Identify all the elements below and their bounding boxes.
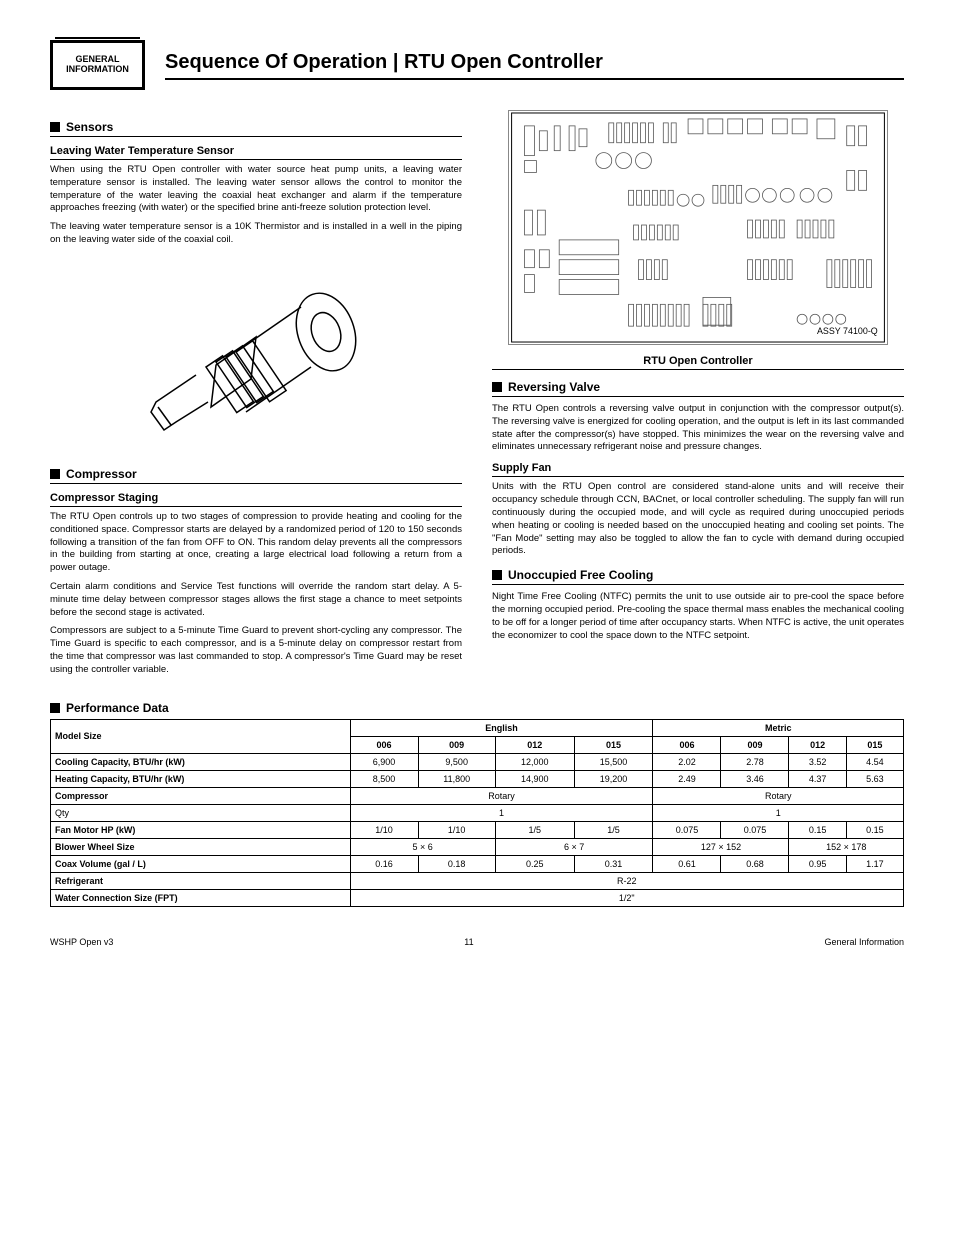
page-header: GENERAL INFORMATION Sequence Of Operatio… [50,40,904,90]
table-row: Fan Motor HP (kW) 1/101/101/51/5 0.0750.… [51,821,904,838]
unocc-free-cooling-heading: Unoccupied Free Cooling [492,568,904,585]
lw-sensor-p1: When using the RTU Open controller with … [50,164,462,215]
left-column: Sensors Leaving Water Temperature Sensor… [50,110,462,683]
performance-table: Model Size English Metric 006 009 012 01… [50,719,904,907]
page-footer: WSHP Open v3 11 General Information [50,937,904,947]
pcb-illustration: ASSY 74100-Q [508,110,888,345]
footer-right: General Information [824,937,904,947]
table-row: Qty 1 1 [51,804,904,821]
lw-sensor-p2: The leaving water temperature sensor is … [50,221,462,247]
compressor-p2: Certain alarm conditions and Service Tes… [50,581,462,619]
general-info-badge: GENERAL INFORMATION [50,40,145,90]
english-units-header: English [350,719,653,736]
right-column: ASSY 74100-Q RTU Open Controller Reversi… [492,110,904,683]
sensors-heading: Sensors [50,120,462,137]
unocc-free-cooling-p1: Night Time Free Cooling (NTFC) permits t… [492,591,904,642]
performance-data-heading: Performance Data [50,701,904,715]
header-title: Sequence Of Operation | RTU Open Control… [165,51,904,80]
supply-fan-p1: Units with the RTU Open control are cons… [492,481,904,558]
compressor-p3: Compressors are subject to a 5-minute Ti… [50,625,462,676]
badge-line2: INFORMATION [66,65,129,75]
metric-units-header: Metric [653,719,904,736]
supply-fan-subheading: Supply Fan [492,462,904,477]
compressor-staging-subheading: Compressor Staging [50,492,462,507]
table-row: Cooling Capacity, BTU/hr (kW) 6,9009,500… [51,753,904,770]
body-columns: Sensors Leaving Water Temperature Sensor… [50,110,904,683]
table-row: Coax Volume (gal / L) 0.160.180.250.31 0… [51,855,904,872]
lw-sensor-subheading: Leaving Water Temperature Sensor [50,145,462,160]
table-header-row: Model Size English Metric [51,719,904,736]
reversing-valve-p1: The RTU Open controls a reversing valve … [492,403,904,454]
table-row: Heating Capacity, BTU/hr (kW) 8,50011,80… [51,770,904,787]
pcb-caption: RTU Open Controller [492,355,904,370]
table-row: Water Connection Size (FPT) 1/2" [51,889,904,906]
model-size-header: Model Size [51,719,351,753]
table-row: Refrigerant R-22 [51,872,904,889]
table-row: Blower Wheel Size 5 × 66 × 7 127 × 15215… [51,838,904,855]
compressor-p1: The RTU Open controls up to two stages o… [50,511,462,575]
sensor-illustration [116,257,396,457]
footer-left: WSHP Open v3 [50,937,113,947]
table-row: Compressor Rotary Rotary [51,787,904,804]
compressor-heading: Compressor [50,467,462,484]
reversing-valve-heading: Reversing Valve [492,380,904,397]
page-number: 11 [464,937,473,947]
svg-text:ASSY 74100-Q: ASSY 74100-Q [817,326,878,336]
